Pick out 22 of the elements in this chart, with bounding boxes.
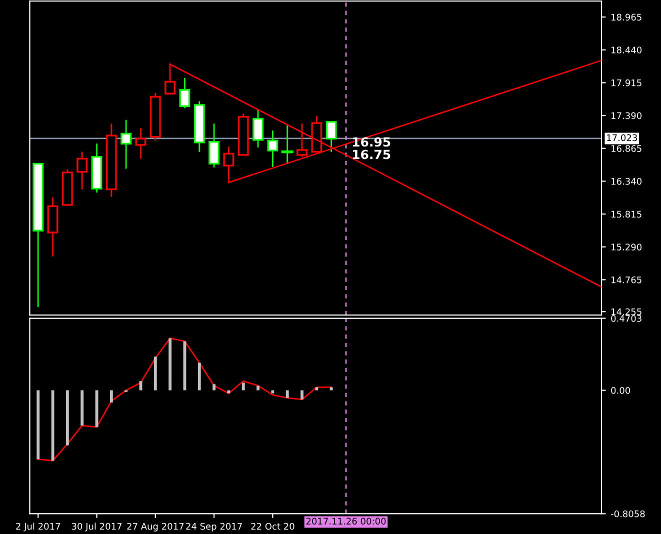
x-tick-label: 2 Jul 2017 — [16, 522, 60, 532]
x-tick-label: 27 Aug 2017 — [127, 522, 184, 532]
y-tick-label: 15.815 — [612, 210, 642, 218]
y-tick-label: -0.8058 — [610, 510, 645, 518]
ref-line-label: 2017.11.26 00:00 — [306, 518, 386, 525]
y-tick-label: 17.915 — [612, 79, 642, 86]
y-tick-label: 0.00 — [611, 387, 630, 394]
y-tick-label: 16.865 — [612, 145, 642, 152]
x-tick-label: 22 Oct 20 — [251, 522, 294, 530]
y-tick-label: 14.255 — [612, 308, 642, 316]
x-tick-label: 30 Jul 2017 — [72, 522, 122, 532]
x-tick-label: 24 Sep 2017 — [186, 522, 242, 532]
y-tick-label: 15.290 — [612, 244, 642, 250]
ref-line-label: 17.023 — [607, 134, 637, 142]
y-tick-label: 18.965 — [612, 14, 642, 21]
y-tick-label: 0.4703 — [611, 314, 642, 322]
annotation: 16.75 — [352, 150, 390, 160]
y-tick-label: 14.765 — [612, 276, 642, 284]
y-tick-label: 17.390 — [612, 112, 642, 120]
y-tick-label: 18.440 — [612, 46, 642, 54]
y-tick-label: 16.340 — [612, 178, 642, 185]
annotation: 16.95 — [352, 137, 390, 147]
